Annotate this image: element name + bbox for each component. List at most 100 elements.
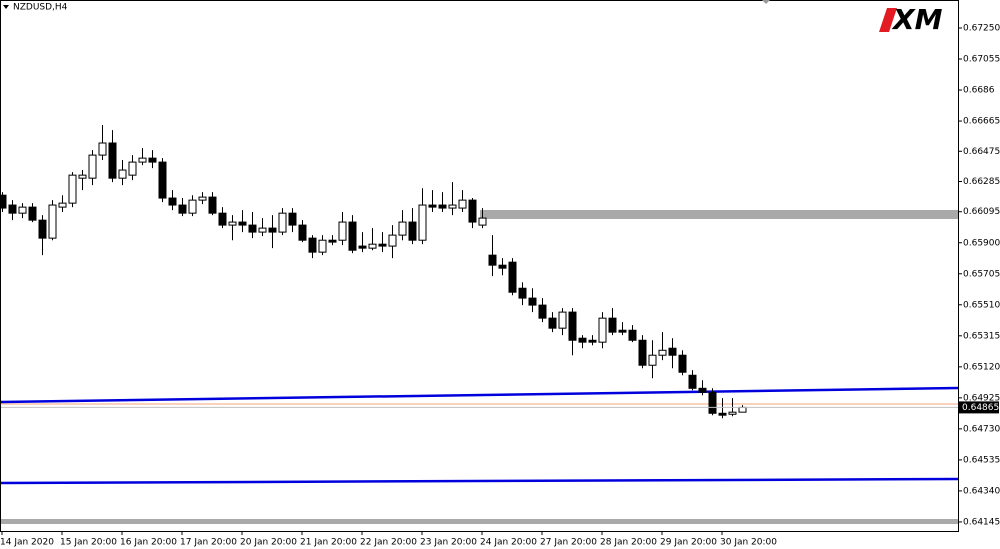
candle-body	[718, 412, 727, 416]
candle-body	[578, 337, 587, 343]
candle-body	[208, 196, 217, 214]
candle-body	[358, 245, 367, 249]
y-tick-label: 0.64925	[963, 393, 1000, 403]
y-tick-label: 0.65510	[963, 300, 1000, 310]
candle-body	[68, 174, 77, 204]
candle-body	[558, 311, 567, 329]
zone[interactable]	[480, 210, 958, 219]
candle-body	[598, 317, 607, 343]
price-label-box	[959, 401, 999, 414]
candle-body	[328, 239, 337, 243]
candle-body	[18, 206, 27, 214]
y-tick-label: 0.65900	[963, 238, 1000, 248]
x-tick-label: 27 Jan 20:00	[540, 538, 597, 548]
candle-body	[678, 354, 687, 373]
candle-body	[508, 261, 517, 293]
candle-body	[668, 347, 677, 356]
candle-body	[128, 161, 137, 176]
candle-body	[28, 206, 37, 221]
x-tick-label: 20 Jan 20:00	[240, 538, 297, 548]
candle-body	[428, 204, 437, 208]
candle-body	[378, 243, 387, 247]
candle-body	[628, 329, 637, 341]
candle-body	[98, 142, 107, 156]
candle-body	[258, 227, 267, 233]
y-tick-label: 0.67055	[963, 55, 1000, 65]
candle-body	[618, 329, 627, 333]
y-tick-label: 0.66095	[963, 207, 1000, 217]
candle-body	[588, 339, 597, 343]
candle-body	[418, 204, 427, 241]
candle-body	[728, 411, 737, 415]
candle-body	[698, 387, 707, 393]
trend-line[interactable]	[0, 477, 959, 485]
y-tick-label: 0.66665	[963, 117, 1000, 127]
y-tick-label: 0.64145	[963, 517, 1000, 527]
y-tick-label: 0.6686	[963, 86, 995, 96]
logo: XM	[891, 3, 943, 36]
candle-body	[0, 194, 7, 209]
x-tick-label: 29 Jan 20:00	[660, 538, 717, 548]
x-tick-label: 28 Jan 20:00	[600, 538, 657, 548]
candle-body	[48, 204, 57, 239]
x-tick-label: 30 Jan 20:00	[720, 538, 777, 548]
candle-body	[318, 239, 327, 253]
candle-body	[238, 221, 247, 226]
x-tick-label: 24 Jan 20:00	[480, 538, 537, 548]
chart-title: NZDUSD,H4	[13, 3, 68, 13]
candle-body	[548, 317, 557, 329]
candle-body	[448, 204, 457, 209]
candle-body	[188, 199, 197, 214]
logo-mark	[879, 8, 897, 32]
candle-body	[368, 243, 377, 249]
shift-marker[interactable]	[762, 0, 770, 4]
x-tick-label: 22 Jan 20:00	[360, 538, 417, 548]
candle-body	[148, 157, 157, 163]
y-tick-label: 0.65705	[963, 269, 1000, 279]
plot-frame	[0, 0, 959, 532]
candle-body	[198, 196, 207, 201]
candle-body	[478, 217, 487, 226]
candle-body	[458, 199, 467, 209]
candle-body	[658, 349, 667, 356]
trend-line[interactable]	[0, 386, 959, 404]
candle-body	[248, 224, 257, 233]
candle-body	[648, 354, 657, 366]
candle-body	[388, 234, 397, 247]
candle-body	[528, 297, 537, 306]
candle-body	[8, 204, 17, 214]
candle-body	[138, 157, 147, 163]
candle-body	[288, 212, 297, 226]
candle-body	[738, 406, 747, 413]
x-tick-label: 14 Jan 2020	[0, 538, 54, 548]
candle-body	[398, 221, 407, 236]
y-tick-label: 0.67250	[963, 23, 1000, 33]
x-tick-label: 21 Jan 20:00	[300, 538, 357, 548]
x-tick-label: 23 Jan 20:00	[420, 538, 477, 548]
y-tick-label: 0.64535	[963, 455, 1000, 465]
candle-body	[688, 374, 697, 389]
x-tick-label: 17 Jan 20:00	[180, 538, 237, 548]
candle-body	[168, 197, 177, 206]
candle-body	[108, 142, 117, 179]
candle-body	[638, 339, 647, 366]
candle-body	[488, 254, 497, 266]
candle-body	[278, 212, 287, 233]
candle-body	[538, 304, 547, 319]
candle-body	[228, 221, 237, 226]
candle-body	[158, 161, 167, 199]
candle-body	[218, 212, 227, 226]
x-tick-label: 16 Jan 20:00	[120, 538, 177, 548]
y-tick-label: 0.64340	[963, 486, 1000, 496]
y-tick-label: 0.64730	[963, 424, 1000, 434]
candle-body	[298, 224, 307, 241]
candle-body	[438, 204, 447, 209]
candle-body	[708, 391, 717, 414]
candle-body	[408, 221, 417, 241]
menu-arrow[interactable]	[3, 5, 9, 9]
current-price-label: 0.64865	[962, 403, 999, 413]
candle-body	[348, 221, 357, 251]
zone[interactable]	[1, 519, 958, 524]
y-tick-label: 0.65315	[963, 331, 1000, 341]
